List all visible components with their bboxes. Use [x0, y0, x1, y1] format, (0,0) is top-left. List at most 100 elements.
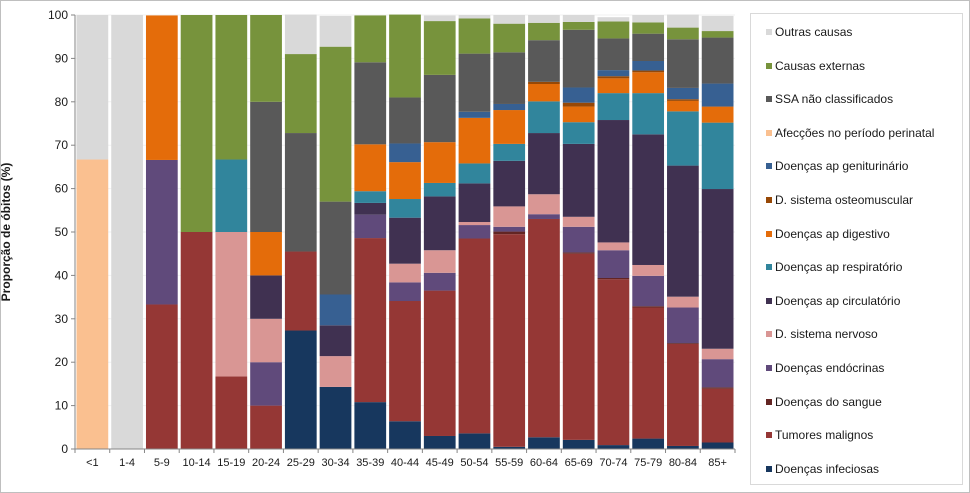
bar-segment	[632, 70, 665, 73]
x-tick-label: 70-74	[599, 457, 627, 469]
bar-segment	[389, 14, 421, 98]
bar-segment	[597, 38, 630, 71]
x-tick-label: <1	[86, 457, 99, 469]
bar-segment	[632, 61, 665, 71]
bar-segment	[389, 199, 421, 218]
bar-segment	[667, 296, 699, 308]
bar-segment	[528, 81, 560, 85]
y-tick-label: 40	[55, 268, 69, 282]
bar-segment	[493, 231, 526, 235]
bar-segment	[667, 99, 699, 101]
legend-swatch	[766, 62, 772, 69]
x-tick-label: 85+	[708, 457, 727, 469]
bar-segment	[562, 253, 595, 440]
bar-segment	[493, 206, 526, 227]
bar-segment	[458, 53, 491, 112]
bar-segment	[493, 52, 526, 104]
bar-segment	[597, 70, 630, 77]
x-tick-label: 30-34	[321, 457, 349, 469]
legend-item: SSA não classificados	[766, 91, 893, 107]
bar-segment	[701, 359, 734, 388]
bar-segment	[145, 304, 178, 449]
legend-label: Doenças ap digestivo	[775, 226, 890, 241]
bar-segment	[701, 37, 734, 84]
bar-segment	[701, 15, 734, 32]
legend-swatch	[766, 465, 772, 472]
bar-segment	[354, 144, 387, 192]
bar-segment	[597, 21, 630, 39]
bar-segment	[562, 122, 595, 144]
bar-segment	[597, 250, 630, 279]
bar-segment	[389, 162, 421, 200]
legend-item: Doenças ap digestivo	[766, 226, 890, 242]
bar-segment	[423, 272, 456, 291]
bar-segment	[458, 15, 491, 19]
legend-swatch	[766, 29, 772, 35]
y-tick-label: 90	[55, 51, 69, 65]
bar-segment	[632, 264, 665, 276]
bar-segment	[562, 226, 595, 253]
bar-segment	[423, 250, 456, 273]
bar-segment	[354, 15, 387, 63]
bar-segment	[493, 23, 526, 53]
legend-swatch	[766, 163, 772, 170]
legend-label: D. sistema osteomuscular	[775, 193, 914, 207]
bar-segment	[493, 143, 526, 161]
x-tick-label: 45-49	[426, 457, 454, 469]
x-tick-label: 40-44	[391, 457, 419, 469]
bar-segment	[701, 442, 734, 449]
bar-segment	[284, 251, 317, 331]
bar-segment	[354, 402, 387, 449]
bar-segment	[701, 348, 734, 360]
bar-segment	[597, 17, 630, 22]
bar-segment	[319, 325, 352, 357]
bar-segment	[215, 159, 248, 232]
bar-segment	[319, 15, 352, 47]
bar-segment	[250, 318, 282, 363]
y-tick-label: 10	[55, 399, 69, 413]
y-tick-label: 0	[61, 442, 68, 456]
bar-segment	[597, 120, 630, 243]
x-tick-label: 15-19	[217, 457, 245, 469]
bar-segment	[458, 117, 491, 164]
bar-segment	[632, 22, 665, 34]
x-tick-label: 55-59	[495, 457, 523, 469]
legend-swatch	[766, 197, 772, 203]
bar-segment	[493, 110, 526, 144]
legend-swatch	[766, 264, 772, 271]
bar-segment	[632, 307, 665, 439]
bar-segment	[528, 194, 560, 215]
bar-segment	[458, 225, 491, 239]
bar-segment	[562, 106, 595, 123]
legend-swatch	[766, 331, 772, 338]
bar-segment	[250, 15, 282, 102]
bar-segment	[528, 15, 560, 23]
legend-swatch	[766, 129, 772, 136]
bar-segment	[493, 446, 526, 449]
bar-segment	[597, 78, 630, 94]
legend-item: Doenças ap circulatório	[766, 293, 900, 309]
bar-segment	[562, 102, 595, 107]
bar-segment	[354, 191, 387, 203]
legend-label: Doenças do sangue	[775, 394, 882, 409]
bar-segment	[319, 386, 352, 449]
bar-segment	[667, 111, 699, 166]
bar-segment	[458, 433, 491, 449]
bar-segment	[458, 111, 491, 118]
bar-segment	[389, 282, 421, 302]
bar-segment	[389, 301, 421, 422]
legend-label: Tumores malignos	[775, 428, 874, 443]
x-tick-label: 80-84	[669, 457, 697, 469]
bar-segment	[284, 133, 317, 252]
bar-segment	[528, 218, 560, 438]
y-tick-label: 100	[48, 8, 68, 22]
x-tick-label: 65-69	[565, 457, 593, 469]
legend-item: Doenças ap respiratório	[766, 259, 902, 275]
bar-segment	[632, 15, 665, 23]
bar-segment	[354, 238, 387, 403]
bar-segment	[562, 87, 595, 103]
bar-segment	[458, 222, 491, 226]
legend-label: Doenças ap circulatório	[775, 293, 901, 308]
bar-segment	[423, 142, 456, 183]
bar-segment	[597, 445, 630, 449]
